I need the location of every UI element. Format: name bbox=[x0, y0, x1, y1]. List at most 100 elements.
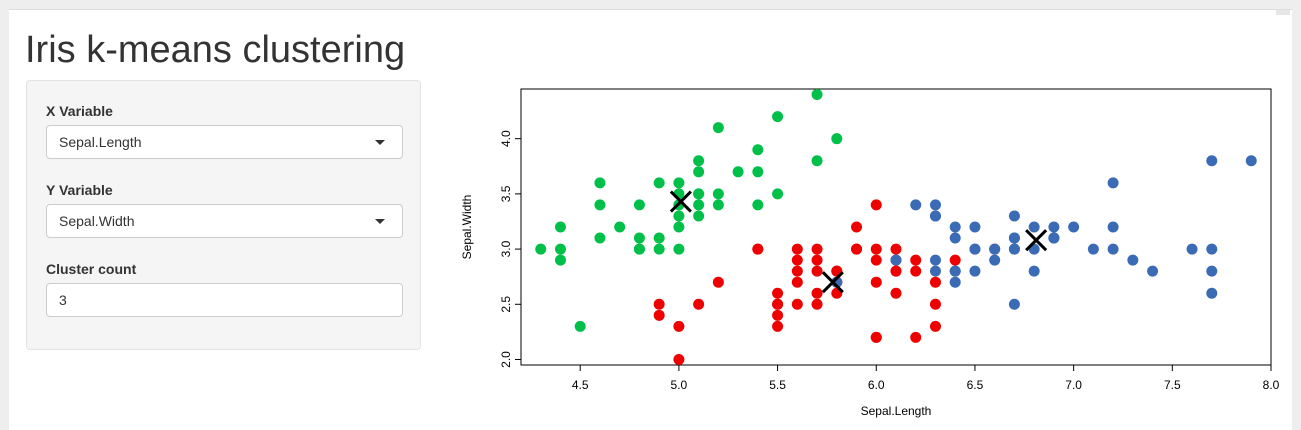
chevron-down-icon bbox=[375, 140, 385, 145]
data-point bbox=[594, 199, 606, 211]
data-point bbox=[614, 221, 626, 233]
data-point bbox=[870, 243, 882, 255]
data-point bbox=[712, 199, 724, 211]
data-point bbox=[693, 210, 705, 222]
data-point bbox=[929, 320, 941, 332]
data-point bbox=[1206, 265, 1218, 277]
data-point bbox=[712, 122, 724, 134]
data-point bbox=[851, 221, 863, 233]
data-point bbox=[653, 232, 665, 244]
data-point bbox=[811, 89, 823, 101]
plot-box bbox=[520, 88, 1272, 366]
data-point bbox=[752, 166, 764, 178]
data-point bbox=[870, 276, 882, 288]
x-axis: 4.5 5.0 5.5 6.0 6.5 7.0 7.5 8.0 bbox=[572, 364, 1280, 392]
data-point bbox=[870, 254, 882, 266]
data-point bbox=[1107, 221, 1119, 233]
data-point bbox=[811, 287, 823, 299]
data-point bbox=[949, 265, 961, 277]
data-point bbox=[752, 243, 764, 255]
data-point bbox=[949, 276, 961, 288]
data-point bbox=[1206, 155, 1218, 167]
data-point bbox=[1048, 232, 1060, 244]
data-point bbox=[752, 144, 764, 156]
data-point bbox=[791, 298, 803, 310]
page-title: Iris k-means clustering bbox=[25, 29, 406, 71]
data-point bbox=[574, 320, 586, 332]
data-points bbox=[535, 89, 1257, 365]
data-point bbox=[791, 254, 803, 266]
data-point bbox=[1048, 221, 1060, 233]
data-point bbox=[1087, 243, 1099, 255]
data-point bbox=[929, 254, 941, 266]
y-variable-label: Y Variable bbox=[46, 182, 113, 198]
data-point bbox=[1068, 221, 1080, 233]
x-axis-title: Sepal.Length bbox=[861, 404, 932, 418]
cluster-center-marker bbox=[669, 190, 692, 213]
data-point bbox=[949, 232, 961, 244]
y-axis-title: Sepal.Width bbox=[460, 195, 474, 260]
data-point bbox=[712, 188, 724, 200]
y-axis: 2.0 2.5 3.0 3.5 4.0 bbox=[499, 130, 522, 368]
data-point bbox=[969, 221, 981, 233]
data-point bbox=[851, 243, 863, 255]
data-point bbox=[693, 298, 705, 310]
data-point bbox=[1206, 287, 1218, 299]
scatter-plot: 4.5 5.0 5.5 6.0 6.5 7.0 7.5 8.0 2.0 2.5 3.0 3.5 4.0… bbox=[460, 88, 1280, 418]
data-point bbox=[633, 243, 645, 255]
data-point bbox=[653, 177, 665, 189]
data-point bbox=[969, 265, 981, 277]
y-tick-label: 3.5 bbox=[499, 185, 513, 202]
data-point bbox=[929, 265, 941, 277]
data-point bbox=[969, 243, 981, 255]
data-point bbox=[673, 177, 685, 189]
y-variable-select[interactable]: Sepal.Width bbox=[46, 204, 403, 238]
data-point bbox=[1147, 265, 1159, 277]
data-point bbox=[772, 320, 784, 332]
data-point bbox=[929, 210, 941, 222]
data-point bbox=[910, 331, 922, 343]
center-stroke bbox=[669, 190, 692, 213]
data-point bbox=[890, 243, 902, 255]
data-point bbox=[693, 199, 705, 211]
data-point bbox=[633, 232, 645, 244]
x-tick-label: 5.0 bbox=[671, 378, 688, 392]
data-point bbox=[870, 331, 882, 343]
x-tick-label: 6.0 bbox=[868, 378, 885, 392]
data-point bbox=[1245, 155, 1257, 167]
data-point bbox=[811, 254, 823, 266]
data-point bbox=[949, 254, 961, 266]
data-point bbox=[752, 199, 764, 211]
data-point bbox=[594, 177, 606, 189]
data-point bbox=[1206, 243, 1218, 255]
data-point bbox=[633, 199, 645, 211]
data-point bbox=[554, 221, 566, 233]
data-point bbox=[673, 243, 685, 255]
x-variable-selected-value: Sepal.Length bbox=[59, 134, 142, 150]
chevron-down-icon bbox=[375, 219, 385, 224]
y-tick-label: 4.0 bbox=[499, 130, 513, 147]
data-point bbox=[693, 188, 705, 200]
data-point bbox=[1028, 265, 1040, 277]
data-point bbox=[1008, 298, 1020, 310]
data-point bbox=[1008, 243, 1020, 255]
data-point bbox=[1186, 243, 1198, 255]
x-tick-label: 7.5 bbox=[1164, 378, 1181, 392]
y-tick-label: 2.0 bbox=[499, 351, 513, 368]
center-stroke bbox=[821, 271, 844, 294]
data-point bbox=[653, 309, 665, 321]
data-point bbox=[772, 188, 784, 200]
app-frame: Iris k-means clustering X Variable Sepal… bbox=[9, 9, 1292, 430]
x-variable-label: X Variable bbox=[46, 103, 113, 119]
x-tick-label: 5.5 bbox=[769, 378, 786, 392]
data-point bbox=[929, 298, 941, 310]
data-point bbox=[673, 221, 685, 233]
data-point bbox=[791, 276, 803, 288]
data-point bbox=[890, 254, 902, 266]
data-point bbox=[673, 210, 685, 222]
cluster-count-input[interactable] bbox=[46, 283, 403, 317]
data-point bbox=[910, 254, 922, 266]
data-point bbox=[1127, 254, 1139, 266]
x-variable-select[interactable]: Sepal.Length bbox=[46, 125, 403, 159]
data-point bbox=[772, 309, 784, 321]
